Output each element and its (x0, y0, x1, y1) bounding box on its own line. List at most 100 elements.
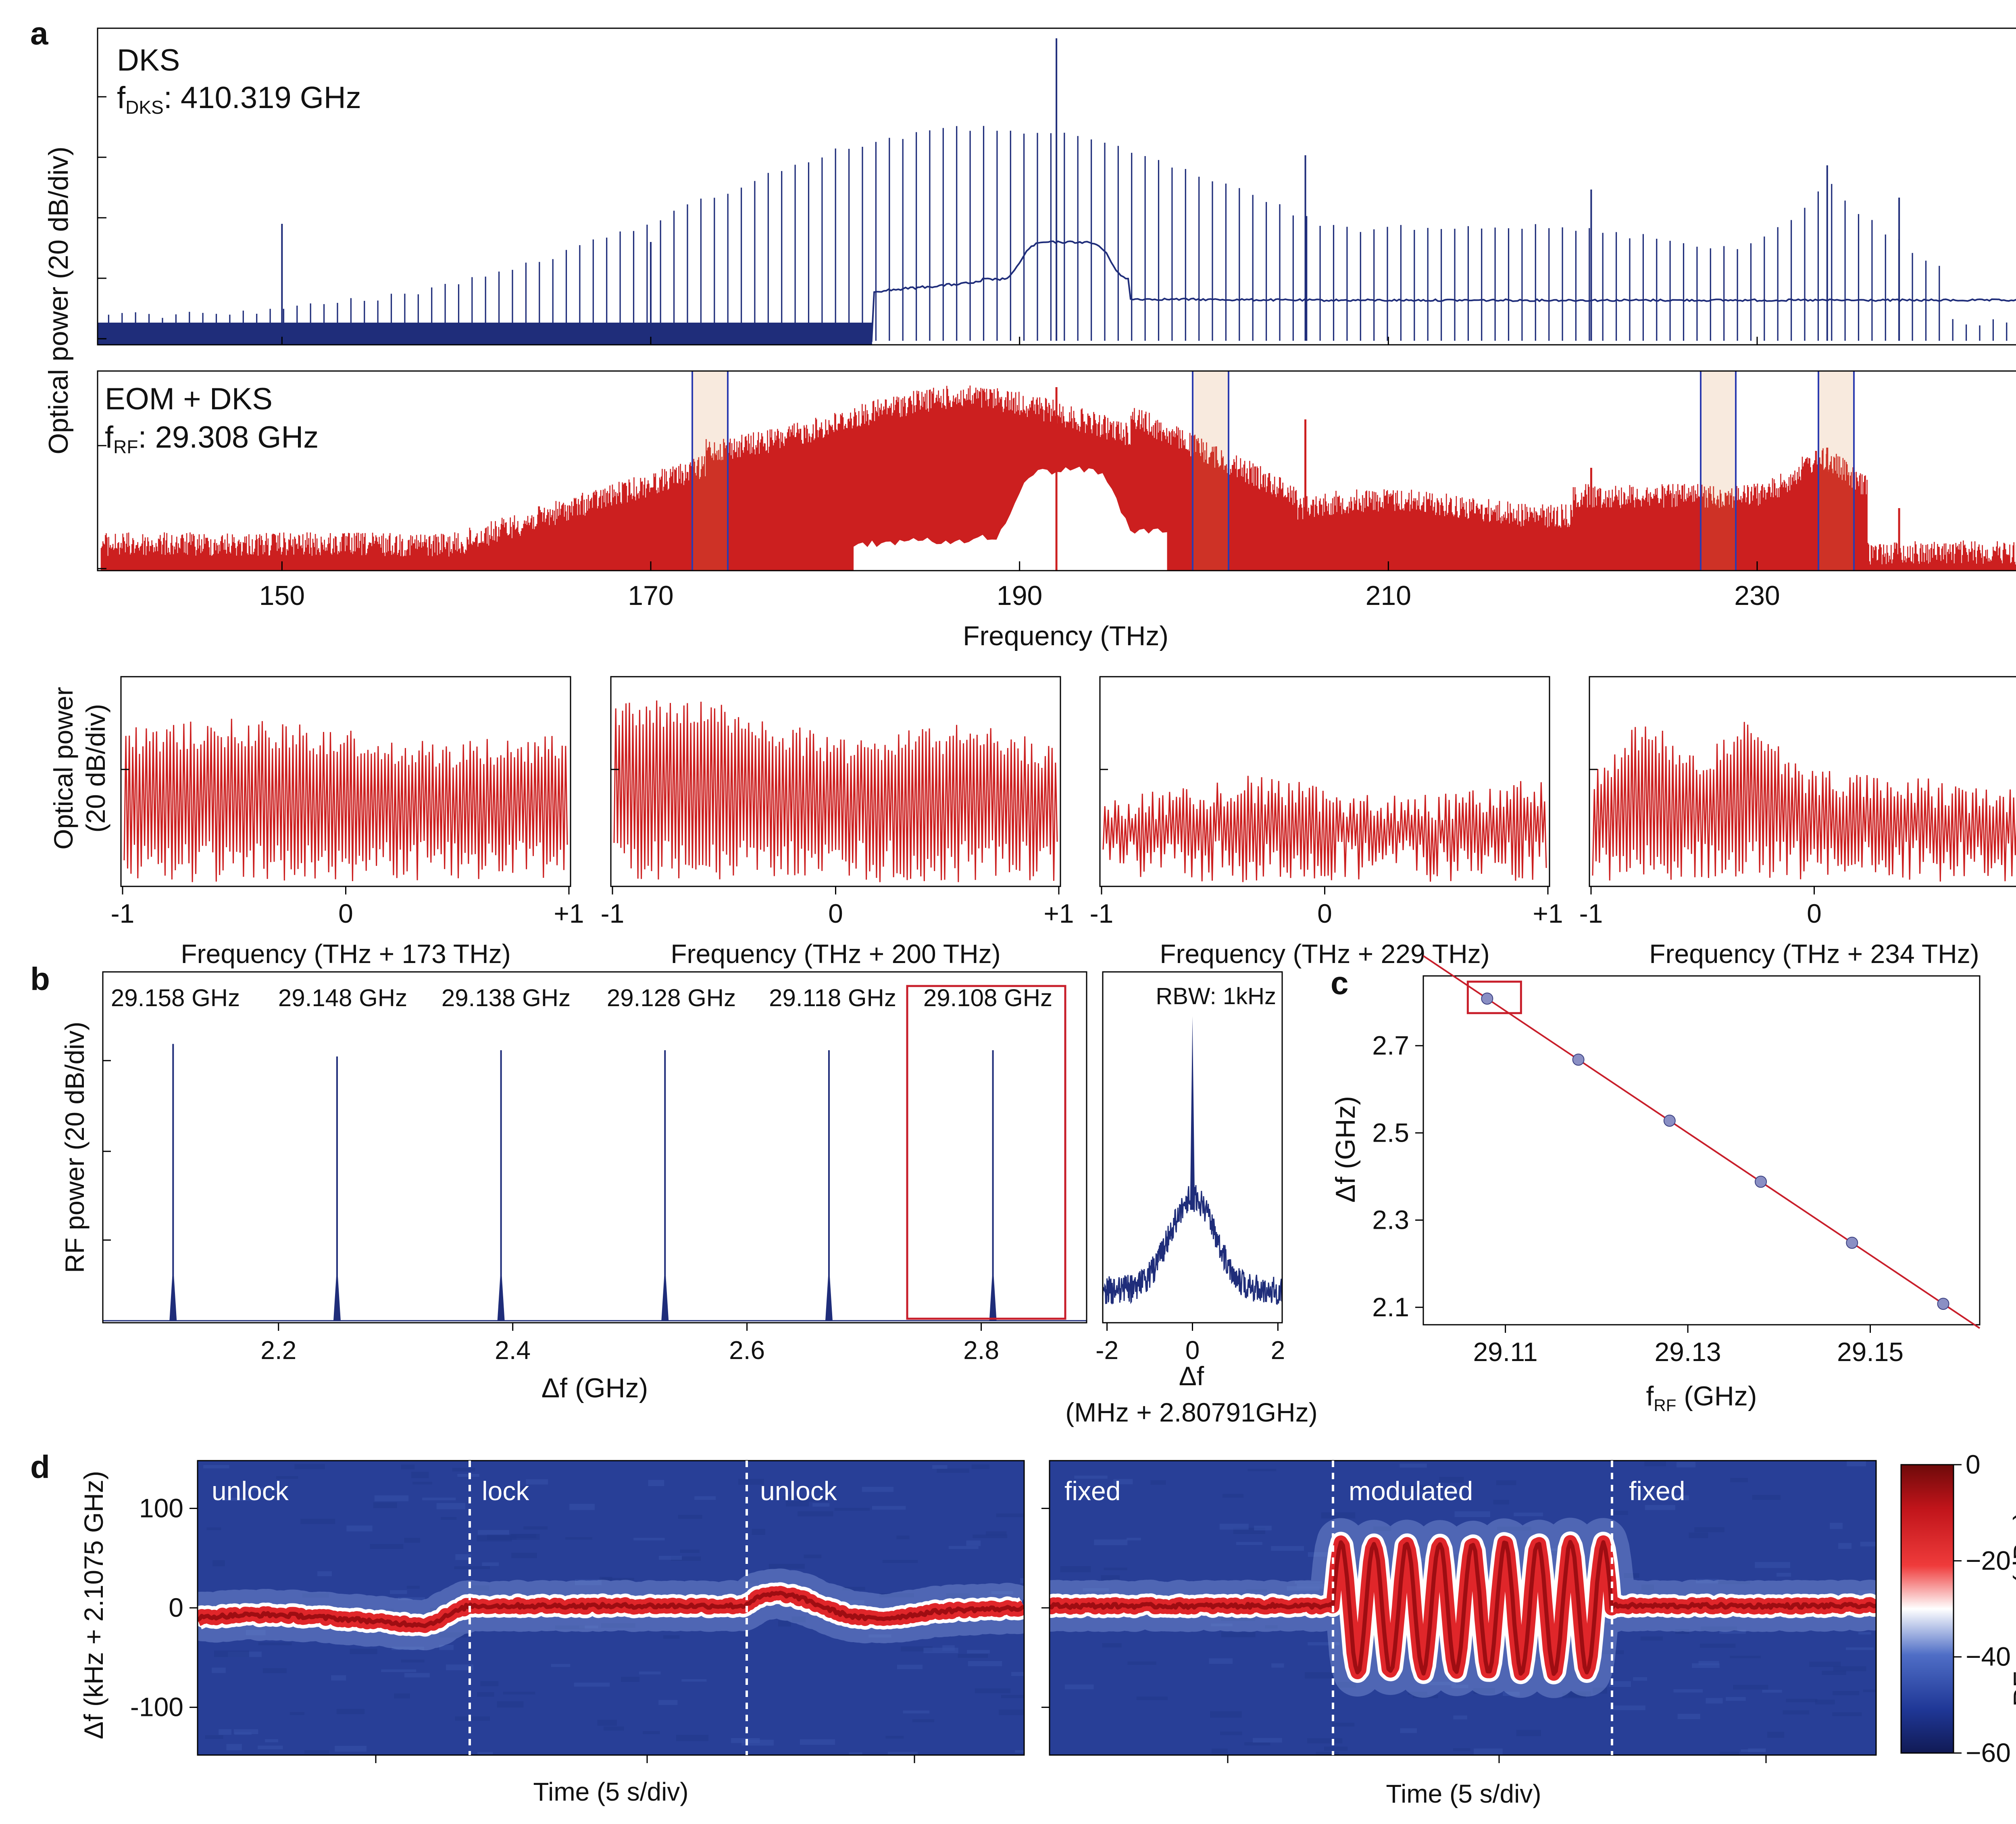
b-y-ticks (103, 1060, 111, 1241)
dr-texture-18 (1248, 1469, 1277, 1472)
dr-texture-124 (1308, 1642, 1340, 1646)
dr-texture-11 (1373, 1526, 1391, 1531)
dl-heatmap (198, 1464, 1024, 1755)
c-x-ticks: 29.11 29.13 29.15 (1473, 1325, 1904, 1367)
dr-texture-130 (1838, 1543, 1852, 1549)
dl-texture-42 (812, 1503, 830, 1507)
dl-texture-97 (973, 1534, 1008, 1538)
dr-center (1050, 1540, 1876, 1676)
dl-texture-149 (804, 1554, 822, 1558)
b-peak-base-4 (825, 1276, 833, 1321)
dl-texture-50 (455, 1716, 490, 1721)
dr-texture-84 (1305, 1672, 1334, 1679)
dr-texture-119 (1453, 1715, 1467, 1720)
b-inset-peak (1190, 1016, 1195, 1210)
b-peak-label-2: 29.138 GHz (442, 984, 571, 1011)
dr-texture-138 (1767, 1732, 1785, 1738)
dl-texture-66 (302, 1593, 329, 1598)
b-peak-labels: 29.158 GHz 29.148 GHz 29.138 GHz 29.128 GHz… (111, 984, 1052, 1011)
dr-texture-30 (1113, 1479, 1133, 1484)
dr-texture-102 (1762, 1690, 1782, 1693)
dl-texture-11 (681, 1679, 707, 1682)
abot-f-symbol: f (105, 420, 114, 454)
colorbar-ticks: 0 −20 −40 −60 (1954, 1449, 2011, 1768)
zoom-1-xtick-label-0: -1 (111, 898, 135, 928)
dr-texture-90 (1316, 1752, 1339, 1755)
dl-texture-14 (401, 1464, 415, 1470)
dl-texture-158 (923, 1647, 958, 1653)
dl-texture-33 (798, 1511, 833, 1517)
atop-annotation-fdks: fDKS: 410.319 GHz (117, 81, 361, 118)
dl-texture-116 (671, 1556, 701, 1561)
colorbar-tick-label-1: −20 (1966, 1545, 2011, 1575)
dr-texture-112 (1136, 1696, 1168, 1700)
dr-texture-8 (1265, 1625, 1278, 1629)
dr-texture-23 (1211, 1749, 1228, 1753)
c-point-2 (1663, 1114, 1676, 1127)
atop-f-value: : 410.319 GHz (164, 81, 361, 115)
dl-texture-4 (477, 1752, 493, 1755)
dl-texture-24 (206, 1527, 221, 1530)
dl-texture-130 (258, 1745, 283, 1749)
dl-texture-0 (523, 1526, 548, 1530)
c-frame (1422, 975, 1981, 1326)
dl-texture-23 (975, 1688, 1011, 1693)
panel-a-zooms: -1 0 +1 Frequency (THz + 173 THz) -1 0 +1 Frequ… (111, 676, 2016, 969)
dl-texture-9 (849, 1752, 862, 1755)
panel-b-inset: RBW: 1kHz -2 0 2 Δf (MHz + 2.80791GHz) (1065, 971, 1318, 1427)
dl-texture-87 (471, 1585, 489, 1591)
dl-texture-28 (896, 1535, 910, 1539)
zoom-2-xtick-label-1: 0 (828, 898, 843, 928)
dr-texture-54 (1064, 1684, 1094, 1689)
abot-f-subscript: RF (113, 436, 138, 457)
dr-xlabel: Time (5 s/div) (1386, 1779, 1541, 1808)
b-peak-base-5 (989, 1276, 997, 1321)
b-inset-trace (1102, 1016, 1283, 1305)
dr-texture-151 (1833, 1691, 1860, 1695)
dr-texture-122 (1219, 1524, 1249, 1530)
dl-texture-140 (565, 1537, 592, 1540)
dl-texture-132 (412, 1482, 432, 1485)
b-peak-base-0 (169, 1276, 177, 1321)
b-peaks (103, 1044, 1087, 1322)
c-xtick-label-1: 29.13 (1654, 1337, 1721, 1367)
dl-texture-151 (741, 1740, 774, 1746)
dl-texture-89 (203, 1465, 229, 1469)
dl-texture-148 (411, 1472, 429, 1478)
panel-letter-d: d (30, 1449, 50, 1485)
dl-texture-114 (477, 1530, 509, 1535)
c-ytick-label-1: 2.3 (1372, 1205, 1409, 1235)
dr-texture-6 (1689, 1532, 1708, 1538)
b-peak-label-5: 29.108 GHz (923, 984, 1052, 1011)
dr-texture-107 (1324, 1746, 1348, 1751)
b-frame (102, 971, 1087, 1324)
dl-texture-119 (738, 1479, 764, 1485)
zoom-1-xtick-label-1: 0 (338, 898, 353, 928)
dl-texture-2 (744, 1580, 759, 1584)
c-xlabel-sub: RF (1654, 1396, 1676, 1415)
dr-texture-73 (1244, 1742, 1270, 1746)
dr-texture-127 (1860, 1541, 1876, 1547)
b-xtick-label-3: 2.8 (963, 1336, 999, 1365)
dl-texture-105 (246, 1488, 279, 1491)
dr-texture-28 (1400, 1728, 1417, 1733)
dl-texture-136 (946, 1593, 970, 1599)
dl-texture-125 (897, 1665, 923, 1670)
dl-texture-27 (381, 1669, 417, 1672)
dr-texture-36 (1408, 1692, 1427, 1695)
colorbar-label: RF power (dBm) (2008, 1511, 2016, 1707)
panel-letter-a: a (30, 15, 48, 51)
b-inset-xlabel-2: (MHz + 2.80791GHz) (1065, 1397, 1317, 1427)
c-point-3 (1755, 1176, 1767, 1188)
dl-texture-113 (258, 1642, 292, 1645)
b-xtick-label-1: 2.4 (495, 1336, 531, 1365)
dr-texture-118 (1847, 1461, 1866, 1467)
dr-texture-133 (1783, 1710, 1810, 1715)
dl-texture-111 (912, 1719, 935, 1722)
dl-texture-6 (422, 1497, 456, 1501)
dr-texture-49 (1718, 1581, 1750, 1584)
dl-texture-90 (505, 1486, 529, 1490)
dr-texture-136 (1211, 1624, 1233, 1626)
dl-texture-109 (511, 1534, 536, 1538)
